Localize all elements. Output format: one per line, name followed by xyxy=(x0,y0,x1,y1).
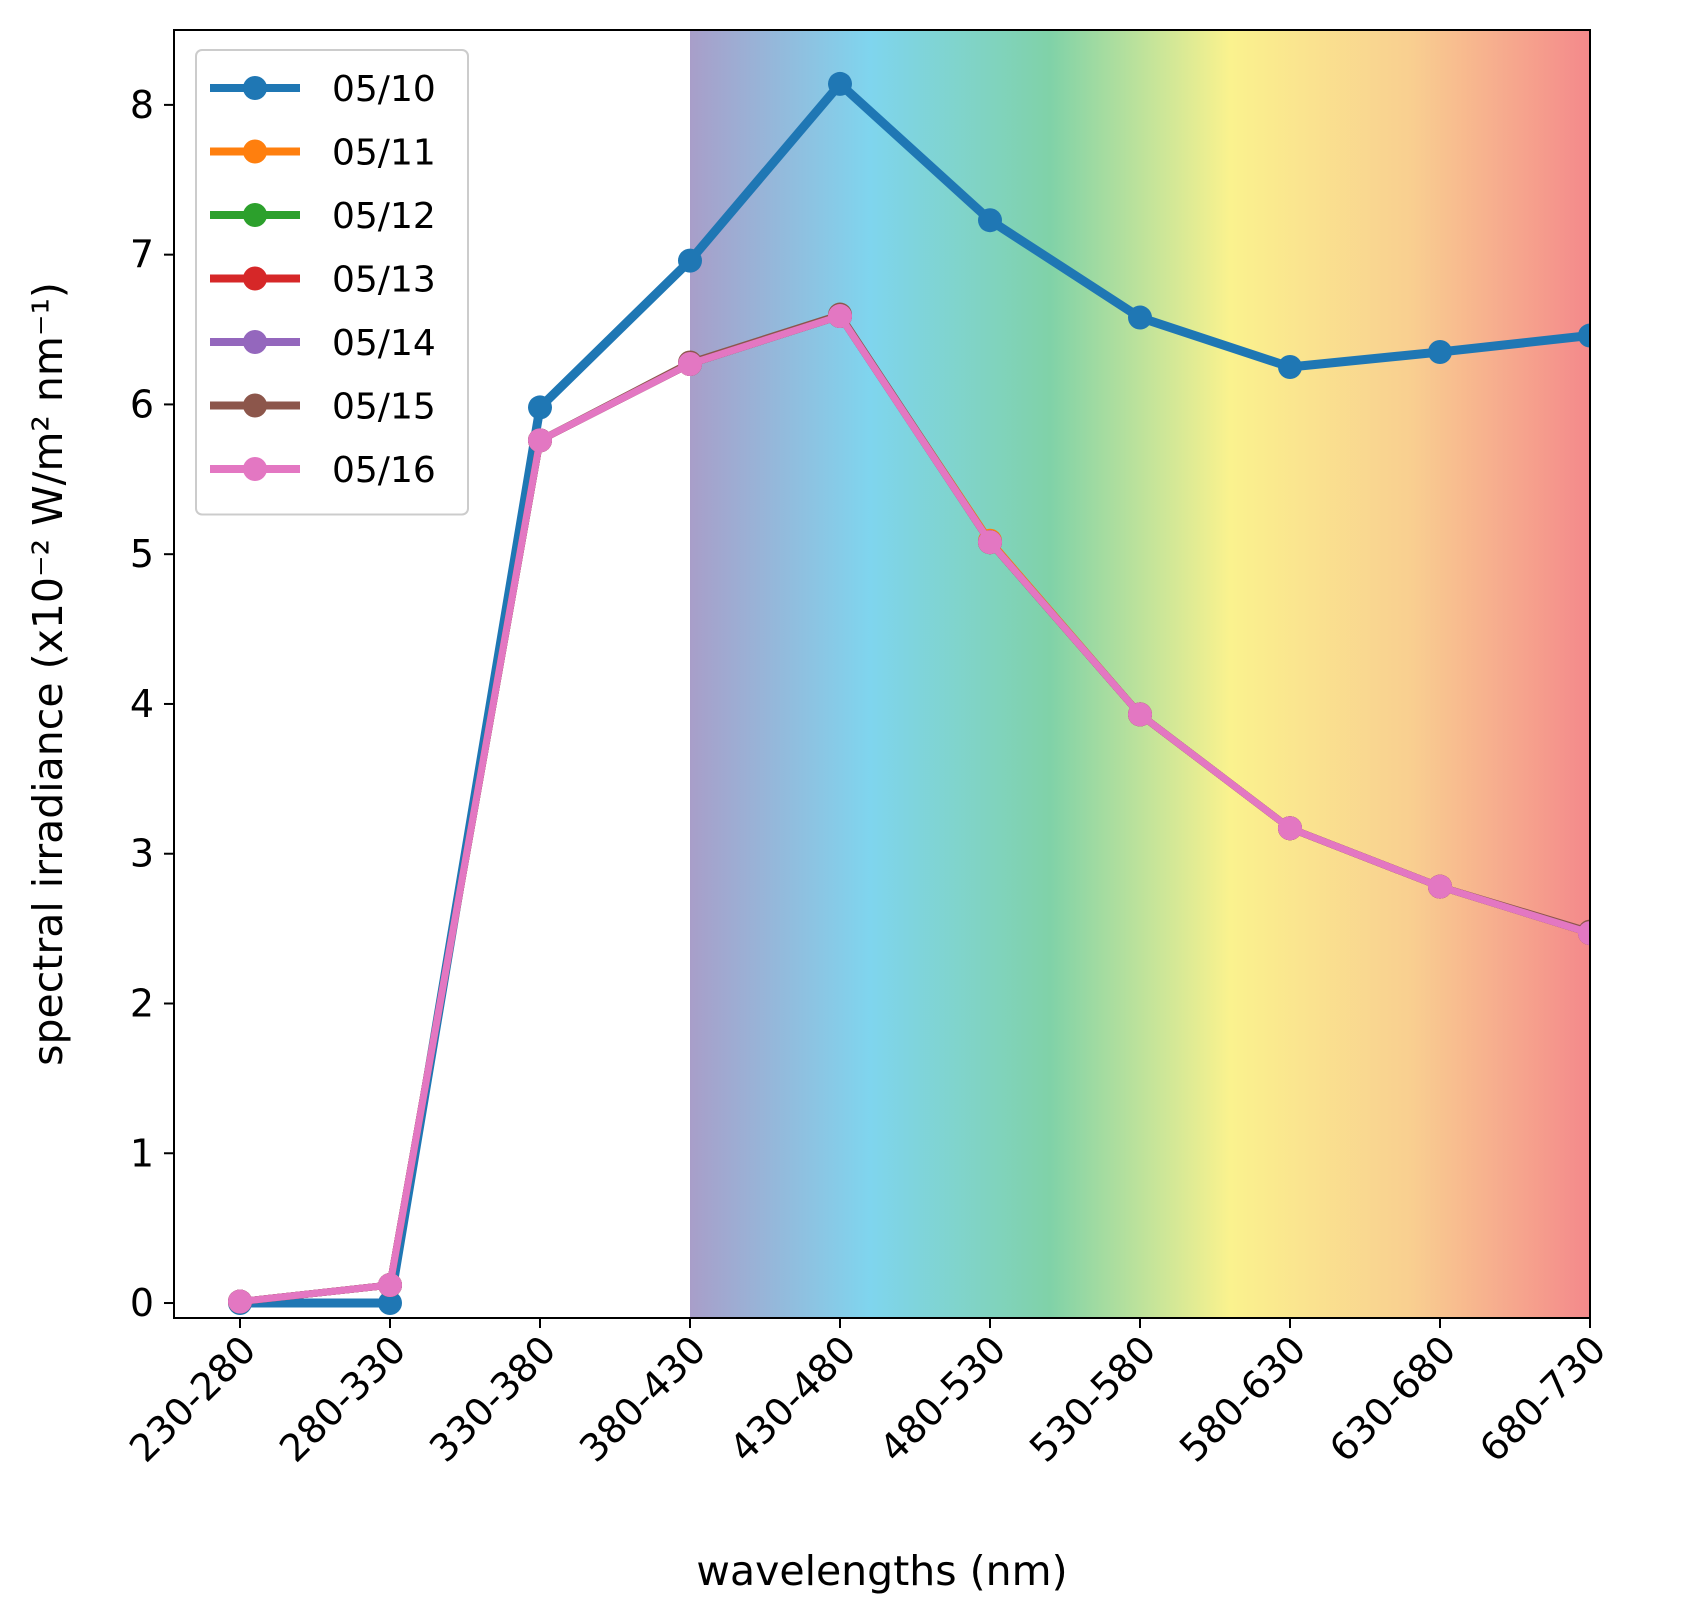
x-tick-label: 480-530 xyxy=(871,1327,1014,1470)
data-point xyxy=(828,71,852,96)
visible-spectrum-band xyxy=(690,30,1590,1318)
legend-marker xyxy=(243,76,267,100)
x-tick-label: 280-330 xyxy=(271,1327,414,1470)
data-point xyxy=(378,1273,402,1298)
y-tick-label: 6 xyxy=(130,382,154,426)
data-point xyxy=(978,530,1002,555)
legend-label: 05/15 xyxy=(332,387,436,428)
x-tick-label: 680-730 xyxy=(1471,1327,1614,1470)
x-axis-label: wavelengths (nm) xyxy=(696,1547,1067,1595)
legend-marker xyxy=(243,457,267,481)
data-point xyxy=(828,304,852,329)
y-axis-label: spectral irradiance (x10⁻² W/m² nm⁻¹) xyxy=(24,282,72,1066)
legend-entry: 05/13 xyxy=(210,260,436,301)
series-05-16 xyxy=(228,304,1590,1314)
data-point xyxy=(228,1289,252,1314)
legend-marker xyxy=(243,266,267,291)
data-point xyxy=(1578,323,1590,348)
x-tick-label: 330-380 xyxy=(421,1327,564,1470)
x-tick-label: 530-580 xyxy=(1021,1327,1164,1470)
x-tick-label: 380-430 xyxy=(571,1327,714,1470)
legend-marker xyxy=(243,330,267,354)
data-point xyxy=(1578,921,1590,946)
y-tick-label: 8 xyxy=(130,83,154,127)
data-point xyxy=(678,248,702,273)
legend-label: 05/16 xyxy=(332,450,436,491)
legend-label: 05/13 xyxy=(332,260,436,301)
data-point xyxy=(1278,816,1302,841)
legend-label: 05/12 xyxy=(332,196,436,237)
legend-entry: 05/12 xyxy=(210,196,436,237)
data-point xyxy=(678,351,702,376)
y-tick-label: 0 xyxy=(130,1281,154,1325)
legend-marker xyxy=(243,203,267,227)
legend-label: 05/11 xyxy=(332,133,436,174)
legend-entry: 05/15 xyxy=(210,387,436,428)
y-tick-label: 1 xyxy=(130,1131,154,1175)
legend-entry: 05/10 xyxy=(210,69,436,110)
x-tick-label: 230-280 xyxy=(121,1327,264,1470)
data-point xyxy=(978,208,1002,233)
data-point xyxy=(1128,702,1152,727)
y-tick-label: 5 xyxy=(130,532,154,576)
x-tick-label: 580-630 xyxy=(1171,1327,1314,1470)
legend-entry: 05/11 xyxy=(210,133,436,174)
plot-background xyxy=(690,30,1590,1318)
x-tick-label: 630-680 xyxy=(1321,1327,1464,1470)
legend-label: 05/10 xyxy=(332,69,436,110)
data-point xyxy=(1428,340,1452,364)
legend-marker xyxy=(243,139,267,164)
y-tick-label: 2 xyxy=(130,981,154,1025)
legend-entry: 05/14 xyxy=(210,323,436,364)
y-tick-label: 3 xyxy=(130,832,154,876)
data-point xyxy=(1278,354,1302,379)
data-point xyxy=(528,428,552,453)
y-tick-label: 4 xyxy=(130,682,154,726)
series-line xyxy=(236,312,1590,1306)
y-tick-label: 7 xyxy=(130,233,154,277)
legend-marker xyxy=(243,393,267,418)
data-point xyxy=(528,395,552,420)
x-tick-label: 430-480 xyxy=(721,1327,864,1470)
data-point xyxy=(1128,305,1152,330)
data-point xyxy=(1428,874,1452,899)
legend: 05/10 05/11 05/12 05/13 05/14 05/15 05/16 xyxy=(195,49,469,516)
legend-label: 05/14 xyxy=(332,323,436,364)
series-layer xyxy=(228,71,1590,1316)
plot-frame xyxy=(173,29,1591,1319)
legend-entry: 05/16 xyxy=(210,450,436,491)
data-point xyxy=(378,1291,402,1316)
